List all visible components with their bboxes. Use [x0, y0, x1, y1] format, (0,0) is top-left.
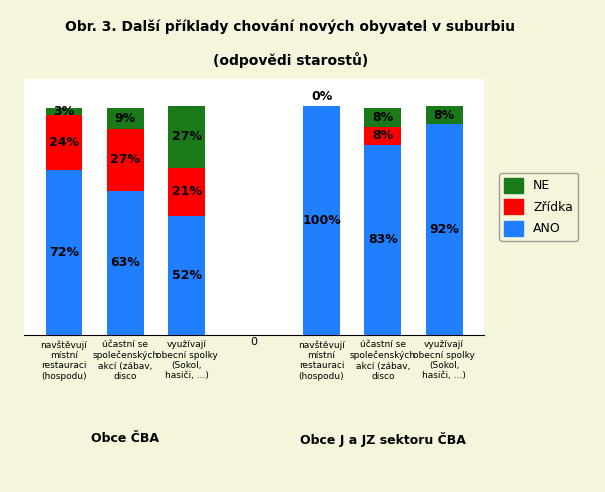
Text: 8%: 8% — [372, 129, 393, 142]
Bar — [168, 106, 205, 168]
Text: 92%: 92% — [429, 223, 459, 236]
Bar — [45, 108, 82, 115]
Bar — [364, 145, 401, 335]
Bar — [45, 170, 82, 335]
Text: Obr. 3. Další příklady chování nových obyvatel v suburbiu: Obr. 3. Další příklady chování nových ob… — [65, 20, 515, 34]
Bar — [107, 129, 144, 190]
Text: 9%: 9% — [115, 112, 136, 125]
Text: 83%: 83% — [368, 233, 397, 246]
Text: 8%: 8% — [434, 109, 455, 122]
Bar — [107, 190, 144, 335]
Legend: NE, Zřídka, ANO: NE, Zřídka, ANO — [500, 173, 578, 241]
Bar — [364, 108, 401, 127]
Text: 100%: 100% — [302, 214, 341, 227]
Bar — [426, 124, 463, 335]
Bar — [107, 108, 144, 129]
Text: 8%: 8% — [372, 111, 393, 124]
Text: 0: 0 — [250, 337, 258, 347]
Text: Obce J a JZ sektoru ČBA: Obce J a JZ sektoru ČBA — [300, 432, 466, 447]
Text: 21%: 21% — [172, 185, 201, 198]
Bar — [303, 106, 340, 335]
Text: 0%: 0% — [311, 90, 332, 103]
Text: 3%: 3% — [53, 105, 74, 119]
Text: 24%: 24% — [49, 136, 79, 149]
Text: 63%: 63% — [111, 256, 140, 269]
Bar — [364, 127, 401, 145]
Text: 72%: 72% — [49, 246, 79, 259]
Bar — [168, 168, 205, 216]
Text: (odpovědi starostů): (odpovědi starostů) — [213, 52, 368, 68]
Text: 27%: 27% — [172, 130, 201, 144]
Text: 27%: 27% — [110, 154, 140, 166]
Text: Obce ČBA: Obce ČBA — [91, 432, 159, 445]
Bar — [426, 106, 463, 124]
Text: 52%: 52% — [172, 269, 201, 281]
Bar — [45, 115, 82, 170]
Bar — [168, 216, 205, 335]
